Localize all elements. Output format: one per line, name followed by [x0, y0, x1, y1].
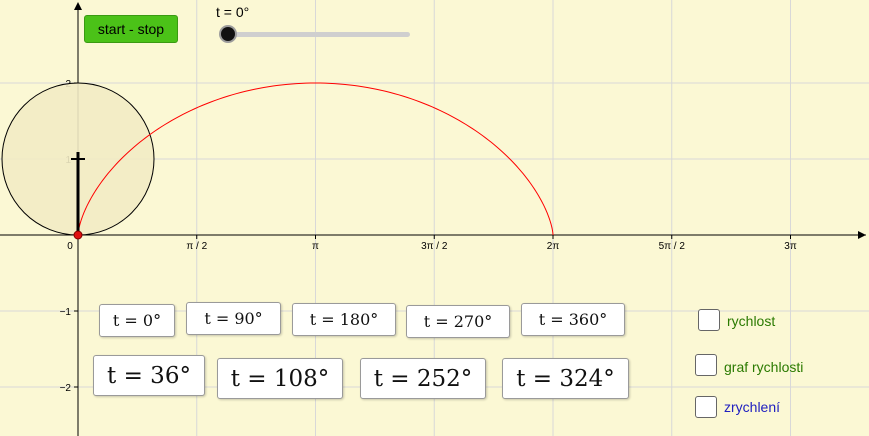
x-tick-labels: 0 π / 2 π 3π / 2 2π 5π / 2 3π	[67, 241, 797, 252]
graf-rychlosti-label: graf rychlosti	[724, 359, 804, 375]
cycloid-curve	[77, 82, 554, 235]
start-stop-button[interactable]: start - stop	[84, 15, 178, 43]
x-tick-label: 3π	[784, 241, 797, 252]
zrychleni-label: zrychlení	[724, 399, 781, 415]
x-tick-label: π	[312, 241, 319, 252]
t-324-button[interactable]: t = 324°	[502, 358, 629, 399]
t-36-button[interactable]: t = 36°	[93, 355, 205, 396]
x-tick-label: 2π	[547, 241, 560, 252]
rychlost-checkbox[interactable]	[698, 309, 720, 331]
t-360-button[interactable]: t = 360°	[521, 303, 625, 336]
x-axis-arrow	[858, 231, 866, 239]
y-axis-arrow	[74, 2, 82, 10]
tracing-point	[73, 230, 83, 240]
t-slider-handle[interactable]	[221, 27, 235, 41]
graf-rychlosti-checkbox[interactable]	[695, 354, 717, 376]
t-0-button[interactable]: t = 0°	[99, 304, 175, 337]
zrychleni-checkbox[interactable]	[695, 396, 717, 418]
t-90-button[interactable]: t = 90°	[186, 302, 281, 335]
x-tick-label: 3π / 2	[421, 241, 448, 252]
x-tick-label: π / 2	[186, 241, 207, 252]
y-tick-label: −1	[60, 307, 72, 318]
y-tick-label: −2	[60, 383, 72, 394]
slider-label: t = 0°	[216, 4, 250, 20]
t-180-button[interactable]: t = 180°	[292, 303, 396, 336]
t-252-button[interactable]: t = 252°	[360, 358, 486, 399]
t-slider-track[interactable]	[228, 32, 410, 37]
x-axis	[0, 231, 866, 239]
x-tick-label: 5π / 2	[659, 241, 686, 252]
rychlost-label: rychlost	[727, 313, 776, 329]
t-270-button[interactable]: t = 270°	[406, 305, 510, 338]
t-108-button[interactable]: t = 108°	[217, 358, 343, 399]
x-tick-label: 0	[67, 241, 73, 252]
